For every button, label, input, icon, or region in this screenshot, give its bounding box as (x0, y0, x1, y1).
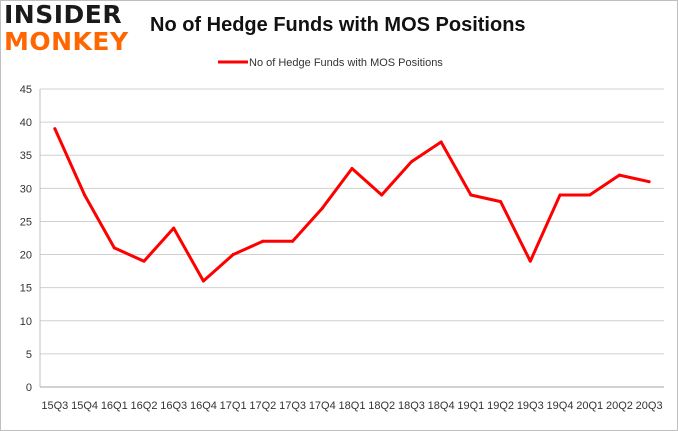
data-point-18Q1 (350, 166, 354, 170)
data-point-18Q4 (439, 140, 443, 144)
y-tick-label: 20 (20, 250, 32, 262)
x-tick-label: 15Q3 (41, 400, 68, 412)
x-tick-label: 16Q2 (131, 400, 158, 412)
y-tick-label: 10 (20, 316, 32, 328)
data-point-16Q2 (142, 259, 146, 263)
series-group (53, 127, 651, 283)
data-point-20Q2 (617, 173, 621, 177)
x-tick-label: 16Q4 (190, 400, 217, 412)
x-axis-ticks: 15Q3 15Q4 16Q1 16Q2 16Q3 16Q4 17Q1 17Q2 17Q3 17Q4… (41, 400, 662, 412)
y-tick-label: 35 (20, 150, 32, 162)
y-tick-label: 40 (20, 117, 32, 129)
data-point-19Q4 (558, 193, 562, 197)
data-point-17Q4 (320, 206, 324, 210)
data-point-19Q1 (469, 193, 473, 197)
x-tick-label: 17Q2 (249, 400, 276, 412)
x-tick-label: 18Q1 (339, 400, 366, 412)
x-tick-label: 20Q1 (576, 400, 603, 412)
x-tick-label: 16Q3 (160, 400, 187, 412)
x-tick-label: 17Q1 (220, 400, 247, 412)
x-tick-label: 18Q4 (428, 400, 455, 412)
x-tick-label: 17Q3 (279, 400, 306, 412)
x-tick-label: 19Q4 (547, 400, 574, 412)
logo-line-2: MONKEY (4, 27, 129, 56)
insider-monkey-logo: INSIDER MONKEY (4, 2, 129, 54)
legend: No of Hedge Funds with MOS Positions (218, 57, 443, 69)
data-point-15Q4 (83, 193, 87, 197)
data-point-18Q3 (409, 160, 413, 164)
x-tick-label: 19Q3 (517, 400, 544, 412)
x-tick-label: 20Q3 (636, 400, 663, 412)
y-tick-label: 30 (20, 183, 32, 195)
x-tick-label: 19Q2 (487, 400, 514, 412)
x-tick-label: 20Q2 (606, 400, 633, 412)
series-line (53, 127, 651, 283)
x-tick-label: 17Q4 (309, 400, 336, 412)
data-point-20Q1 (588, 193, 592, 197)
y-tick-label: 15 (20, 283, 32, 295)
y-axis-ticks: 0 5 10 15 20 25 30 35 40 45 (20, 84, 32, 394)
y-tick-label: 45 (20, 84, 32, 96)
y-tick-label: 0 (26, 382, 32, 394)
y-tick-label: 5 (26, 349, 32, 361)
data-point-16Q3 (172, 226, 176, 230)
data-point-16Q1 (112, 246, 116, 250)
data-point-15Q3 (53, 127, 57, 131)
grid (39, 88, 664, 388)
legend-label: No of Hedge Funds with MOS Positions (249, 57, 443, 69)
data-point-20Q3 (647, 180, 651, 184)
x-tick-label: 15Q4 (71, 400, 98, 412)
data-point-17Q1 (231, 253, 235, 257)
data-point-19Q3 (528, 259, 532, 263)
data-point-16Q4 (201, 279, 205, 283)
y-tick-label: 25 (20, 216, 32, 228)
x-tick-label: 16Q1 (101, 400, 128, 412)
data-point-17Q2 (261, 239, 265, 243)
data-point-18Q2 (380, 193, 384, 197)
x-tick-label: 19Q1 (457, 400, 484, 412)
logo-line-1: INSIDER (4, 0, 123, 29)
data-point-17Q3 (291, 239, 295, 243)
chart-title: No of Hedge Funds with MOS Positions (150, 14, 526, 36)
x-tick-label: 18Q3 (398, 400, 425, 412)
data-point-19Q2 (499, 200, 503, 204)
x-tick-label: 18Q2 (368, 400, 395, 412)
